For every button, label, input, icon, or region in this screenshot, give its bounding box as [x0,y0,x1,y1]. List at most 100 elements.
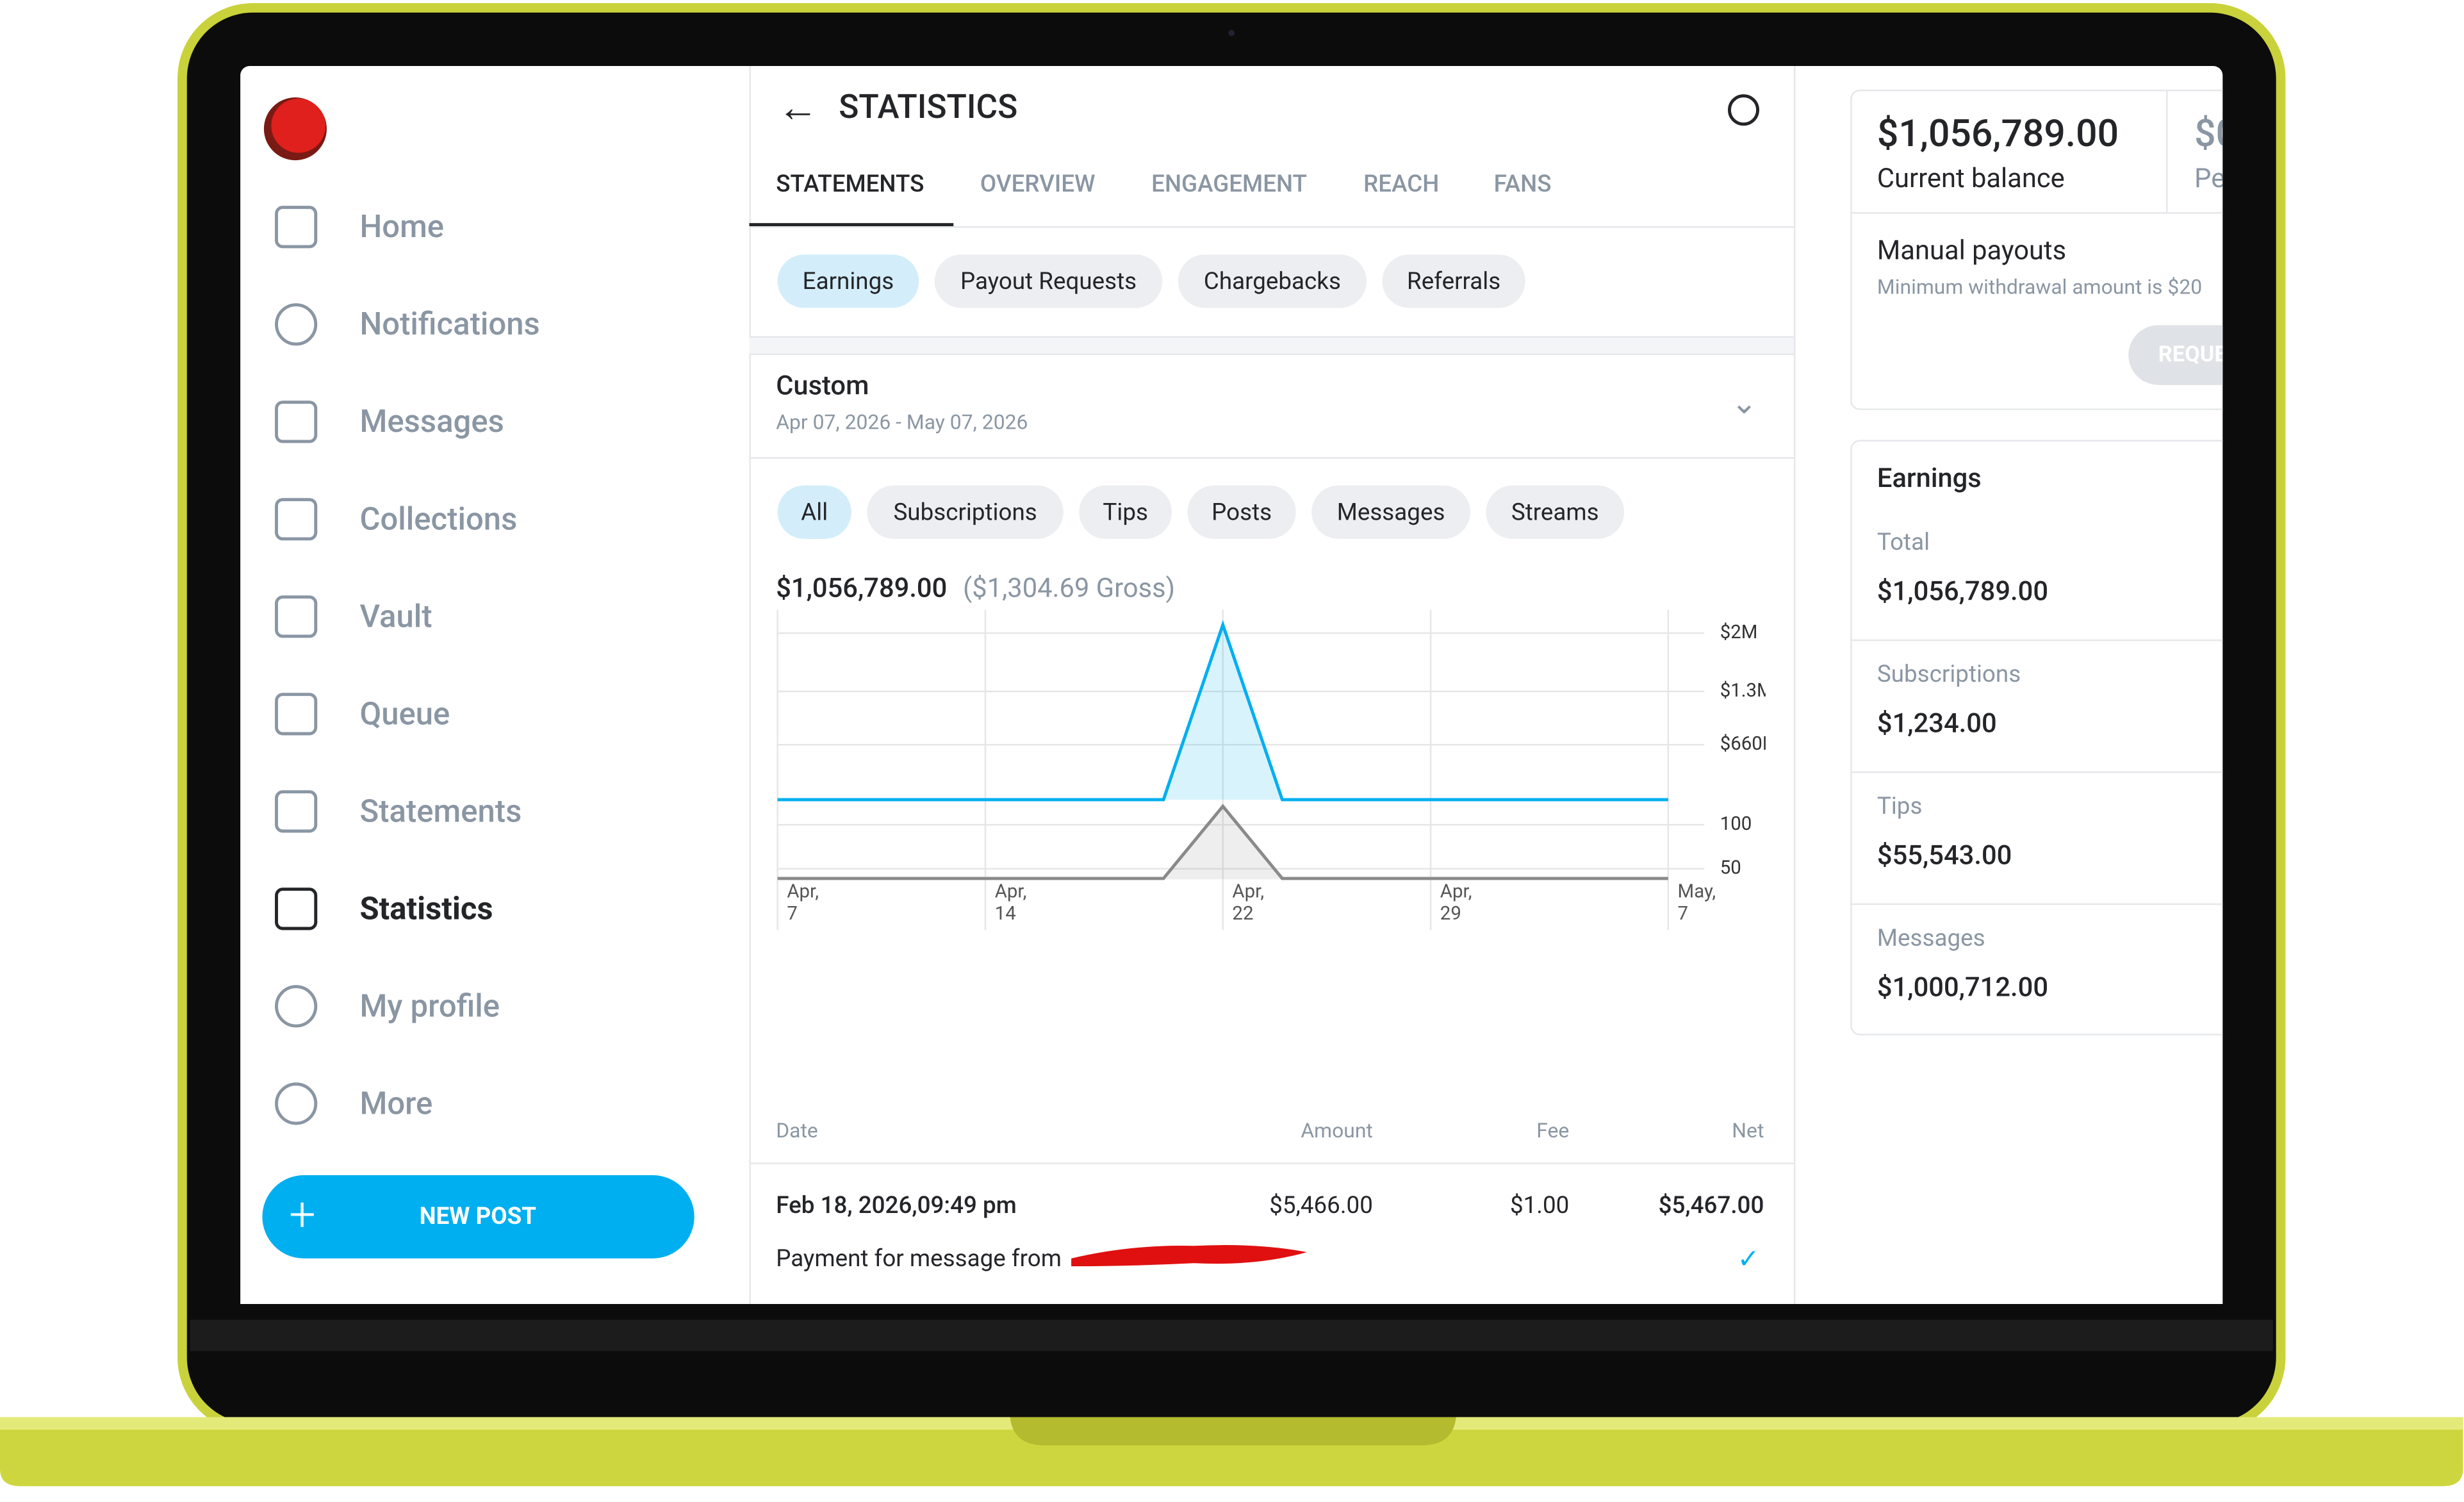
tab[interactable]: FANS [1493,169,1552,197]
chip[interactable]: All [777,485,851,539]
divider [1850,639,2223,641]
earnings-label: Tips [1877,791,1923,820]
plus-icon: + [289,1187,316,1243]
nav-item[interactable]: More [359,1084,433,1122]
divider [749,1162,1794,1164]
avatar [263,97,327,161]
earnings-label: Subscriptions [1877,659,2021,688]
divider [1850,903,2223,905]
chip[interactable]: Messages [1311,485,1470,539]
nav-icon [275,595,318,638]
tab[interactable]: STATEMENTS [776,169,924,197]
table-cell: $5,467.00 [1658,1190,1764,1219]
divider [749,65,751,1304]
nav-item[interactable]: Messages [359,402,504,440]
y-tick-label: $660K [1720,733,1775,755]
x-tick-label: Apr, 7 [787,880,819,924]
earnings-label: Messages [1877,923,1985,952]
series-area [777,806,1668,880]
chin [190,1319,2273,1351]
y2-tick-label: 50 [1720,857,1741,879]
chip[interactable]: Payout Requests [934,254,1163,308]
table-header: Amount [1301,1119,1373,1143]
nav-icon [275,693,318,736]
series-line [777,804,1668,880]
period-label: Custom [776,370,869,402]
chevron: ⌄ [1730,383,1757,422]
divider [749,457,1794,459]
earnings-card [1850,440,2223,1036]
y-tick-label: $1.3M [1720,680,1773,702]
x-tick-label: May, 7 [1678,880,1716,924]
x-tick-label: Apr, 29 [1440,880,1472,924]
nav-icon [275,790,318,833]
redaction [1071,1245,1307,1267]
nav-item[interactable]: Statistics [359,889,493,927]
new-post-button[interactable] [262,1175,694,1259]
balance-card [1850,89,2223,410]
nav-item[interactable]: Home [359,207,445,245]
nav-item[interactable]: Collections [359,499,518,538]
chip[interactable]: Posts [1187,485,1296,539]
chip[interactable]: Tips [1079,485,1172,539]
row-note: Payment for message from [776,1243,1062,1272]
check-icon: ✓ [1737,1243,1760,1275]
nav-item[interactable]: Statements [359,791,522,830]
period-range: Apr 07, 2026 - May 07, 2026 [776,411,1028,434]
earnings-chart: Apr, 7 Apr, 14 Apr, 22 Apr, 29 May, 7 $2M $1.3M $660… [776,609,1775,1267]
nav-icon [275,303,318,346]
divider [1793,65,1796,1304]
tab[interactable]: ENGAGEMENT [1151,169,1307,197]
table-cell: $1.00 [1509,1190,1570,1219]
balance-value: $1,056,789.00 [1877,111,2119,156]
earnings-value: $1,056,789.00 [1877,575,2049,607]
tab[interactable]: REACH [1363,169,1440,197]
table-header: Fee [1536,1119,1570,1143]
table-header[interactable]: Date [776,1119,818,1143]
earnings-value: $1,000,712.00 [1877,971,2049,1003]
chip[interactable]: Referrals [1382,254,1525,308]
earnings-value: $1,234.00 [1877,707,1997,739]
y2-tick-label: 100 [1720,813,1752,835]
y-tick-label: $2M [1720,622,1758,643]
nav-item[interactable]: Notifications [359,304,540,343]
divider [1850,771,2223,773]
notch [1010,1417,1456,1446]
withdraw-button[interactable]: REQUEST WITHDRAWAL [2128,325,2223,385]
chip[interactable]: Subscriptions [867,485,1064,539]
new-post-button-label[interactable]: NEW POST [419,1201,537,1230]
pending-label: Pending [2194,162,2222,194]
nav-icon [275,400,318,443]
nav-item[interactable]: My profile [359,986,500,1025]
chip[interactable]: Streams [1486,485,1625,539]
divider [749,226,1794,228]
nav-icon [275,887,318,930]
x-tick-label: Apr, 14 [995,880,1027,924]
nav-item[interactable]: Vault [359,597,432,635]
x-tick-label: Apr, 22 [1232,880,1264,924]
summary-gross: ($1,304.69 Gross) [962,572,1176,604]
divider [1850,211,2223,214]
payouts-title: Manual payouts [1877,235,2067,267]
tab[interactable]: OVERVIEW [980,169,1096,197]
series-line [777,620,1668,802]
help-icon [1727,94,1760,126]
nav-icon [275,498,318,541]
screen: Home Notifications Messages Collections Vaul… [240,65,2223,1304]
camera [1228,29,1235,37]
earnings-value: $55,543.00 [1877,839,2012,871]
nav-icon [275,1082,318,1125]
earnings-title: Earnings [1877,463,1982,495]
table-cell[interactable]: Feb 18, 2026,09:49 pm [776,1190,1017,1219]
pending-value: $0.00 [2194,111,2222,156]
base [0,1417,2463,1487]
nav-icon [275,985,318,1028]
chip[interactable]: Chargebacks [1178,254,1367,308]
nav-item[interactable]: Queue [359,694,450,732]
chip[interactable]: Earnings [777,254,919,308]
balance-label: Current balance [1877,162,2065,194]
payouts-note: Minimum withdrawal amount is $20 [1877,276,2203,300]
table-cell: $5,466.00 [1269,1190,1373,1219]
earnings-label: Total [1877,527,1930,556]
page-title: STATISTICS [839,88,1018,127]
